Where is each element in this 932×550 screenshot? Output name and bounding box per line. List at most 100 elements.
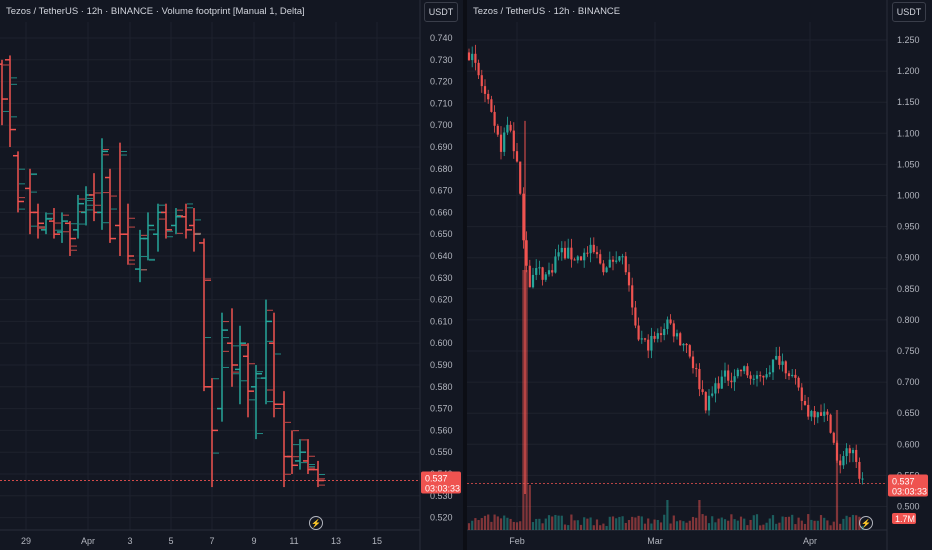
volume-bar (627, 520, 631, 530)
candle-body (618, 256, 621, 261)
volume-bar (595, 519, 599, 530)
volume-bar (682, 521, 685, 530)
price-axis-label: 0.550 (430, 447, 453, 457)
volume-bar (771, 515, 775, 530)
price-axis-label: 0.640 (430, 251, 453, 261)
candle-body (672, 323, 675, 337)
candle-body (503, 132, 506, 152)
candle-body (723, 370, 727, 377)
volume-bar (797, 517, 800, 530)
candle-body (755, 375, 759, 379)
volume-bar (851, 514, 855, 530)
candle-body (816, 412, 819, 418)
volume-bar (669, 523, 672, 530)
candle-body (848, 448, 851, 454)
candle-body (807, 404, 810, 417)
candle-body (535, 268, 538, 275)
volume-bar (599, 525, 602, 530)
volume-bar (519, 521, 522, 530)
right-chart-legend[interactable]: Tezos / TetherUS · 12h · BINANCE (473, 6, 621, 17)
volume-bar (554, 514, 557, 530)
left-currency-button[interactable]: USDT (424, 2, 458, 22)
volume-bar (650, 523, 653, 530)
candle-body (845, 448, 848, 457)
volume-bar (525, 270, 528, 530)
volume-bar (855, 515, 858, 530)
right-currency-button[interactable]: USDT (892, 2, 926, 22)
candle-body (803, 400, 807, 405)
volume-bar (576, 520, 579, 530)
candle-body (787, 373, 791, 377)
candle-body (544, 274, 547, 280)
candle-body (487, 93, 490, 100)
time-axis-label: Apr (803, 536, 817, 546)
volume-bar (749, 519, 752, 530)
volume-bar (803, 523, 807, 530)
volume-bar (608, 516, 611, 530)
volume-bar (730, 514, 733, 530)
candle-body (631, 285, 634, 308)
price-axis-label: 0.660 (430, 207, 453, 217)
candle-body (855, 449, 858, 462)
candlestick-chart-canvas[interactable]: 1.250 1.200 1.150 1.100 1.050 1.000 0.950 0.900… (467, 0, 932, 550)
volume-bar (685, 522, 688, 530)
volume-bar (663, 514, 666, 530)
price-axis-label: 1.050 (897, 159, 920, 169)
price-axis-label: 0.700 (897, 377, 920, 387)
last-price-value: 0.537 (892, 476, 915, 486)
price-axis-label: 0.730 (430, 55, 453, 65)
candle-body (826, 411, 829, 415)
lightning-icon[interactable]: ⚡ (859, 516, 873, 530)
candle-body (720, 376, 723, 389)
candle-body (691, 356, 695, 369)
candle-body (663, 328, 666, 336)
price-axis-label: 0.670 (430, 186, 453, 196)
candle-body (506, 124, 509, 133)
price-axis-label: 0.710 (430, 98, 453, 108)
volume-bar (688, 520, 691, 530)
volume-bar (522, 270, 525, 530)
time-axis-label: Feb (509, 536, 525, 546)
candle-body (695, 368, 698, 370)
price-axis-label: 0.580 (430, 382, 453, 392)
bar-countdown: 03:03:33 (892, 486, 927, 496)
candle-body (688, 345, 691, 357)
price-axis-label: 0.900 (897, 253, 920, 263)
price-axis-label: 0.950 (897, 222, 920, 232)
volume-bar (784, 517, 787, 530)
candle-body (605, 267, 608, 273)
lightning-icon[interactable]: ⚡ (309, 516, 323, 530)
footprint-chart-pane[interactable]: 0.740 0.730 0.720 0.710 0.700 0.690 0.680 0.670… (0, 0, 463, 550)
price-axis-label: 1.000 (897, 191, 920, 201)
volume-bar (586, 518, 589, 530)
candle-body (656, 333, 659, 339)
volume-bar (800, 520, 803, 530)
candle-body (563, 247, 567, 259)
candle-body (743, 366, 746, 372)
volume-bar (506, 517, 509, 530)
candle-body (819, 412, 823, 416)
candle-body (490, 99, 493, 112)
candle-body (496, 125, 499, 135)
footprint-chart-canvas[interactable]: 0.740 0.730 0.720 0.710 0.700 0.690 0.680 0.670… (0, 0, 463, 550)
volume-bar (775, 523, 778, 530)
candle-body (579, 256, 583, 261)
price-axis-label: 0.620 (430, 295, 453, 305)
candle-body (480, 75, 483, 87)
candle-body (829, 414, 832, 433)
volume-bar (823, 517, 826, 530)
price-axis-label: 1.250 (897, 35, 920, 45)
volume-bar (656, 520, 659, 530)
price-axis-label: 1.150 (897, 97, 920, 107)
candle-body (611, 259, 615, 262)
candle-body (634, 307, 637, 326)
candle-body (858, 461, 861, 479)
candlestick-chart-pane[interactable]: 1.250 1.200 1.150 1.100 1.050 1.000 0.950 0.900… (467, 0, 932, 550)
left-chart-legend[interactable]: Tezos / TetherUS · 12h · BINANCE · Volum… (6, 6, 305, 17)
pane-divider[interactable] (463, 0, 467, 550)
volume-bar (701, 514, 704, 530)
volume-bar (736, 520, 739, 530)
volume-bar (810, 519, 813, 530)
volume-bar (621, 516, 624, 530)
candle-body (467, 52, 471, 61)
